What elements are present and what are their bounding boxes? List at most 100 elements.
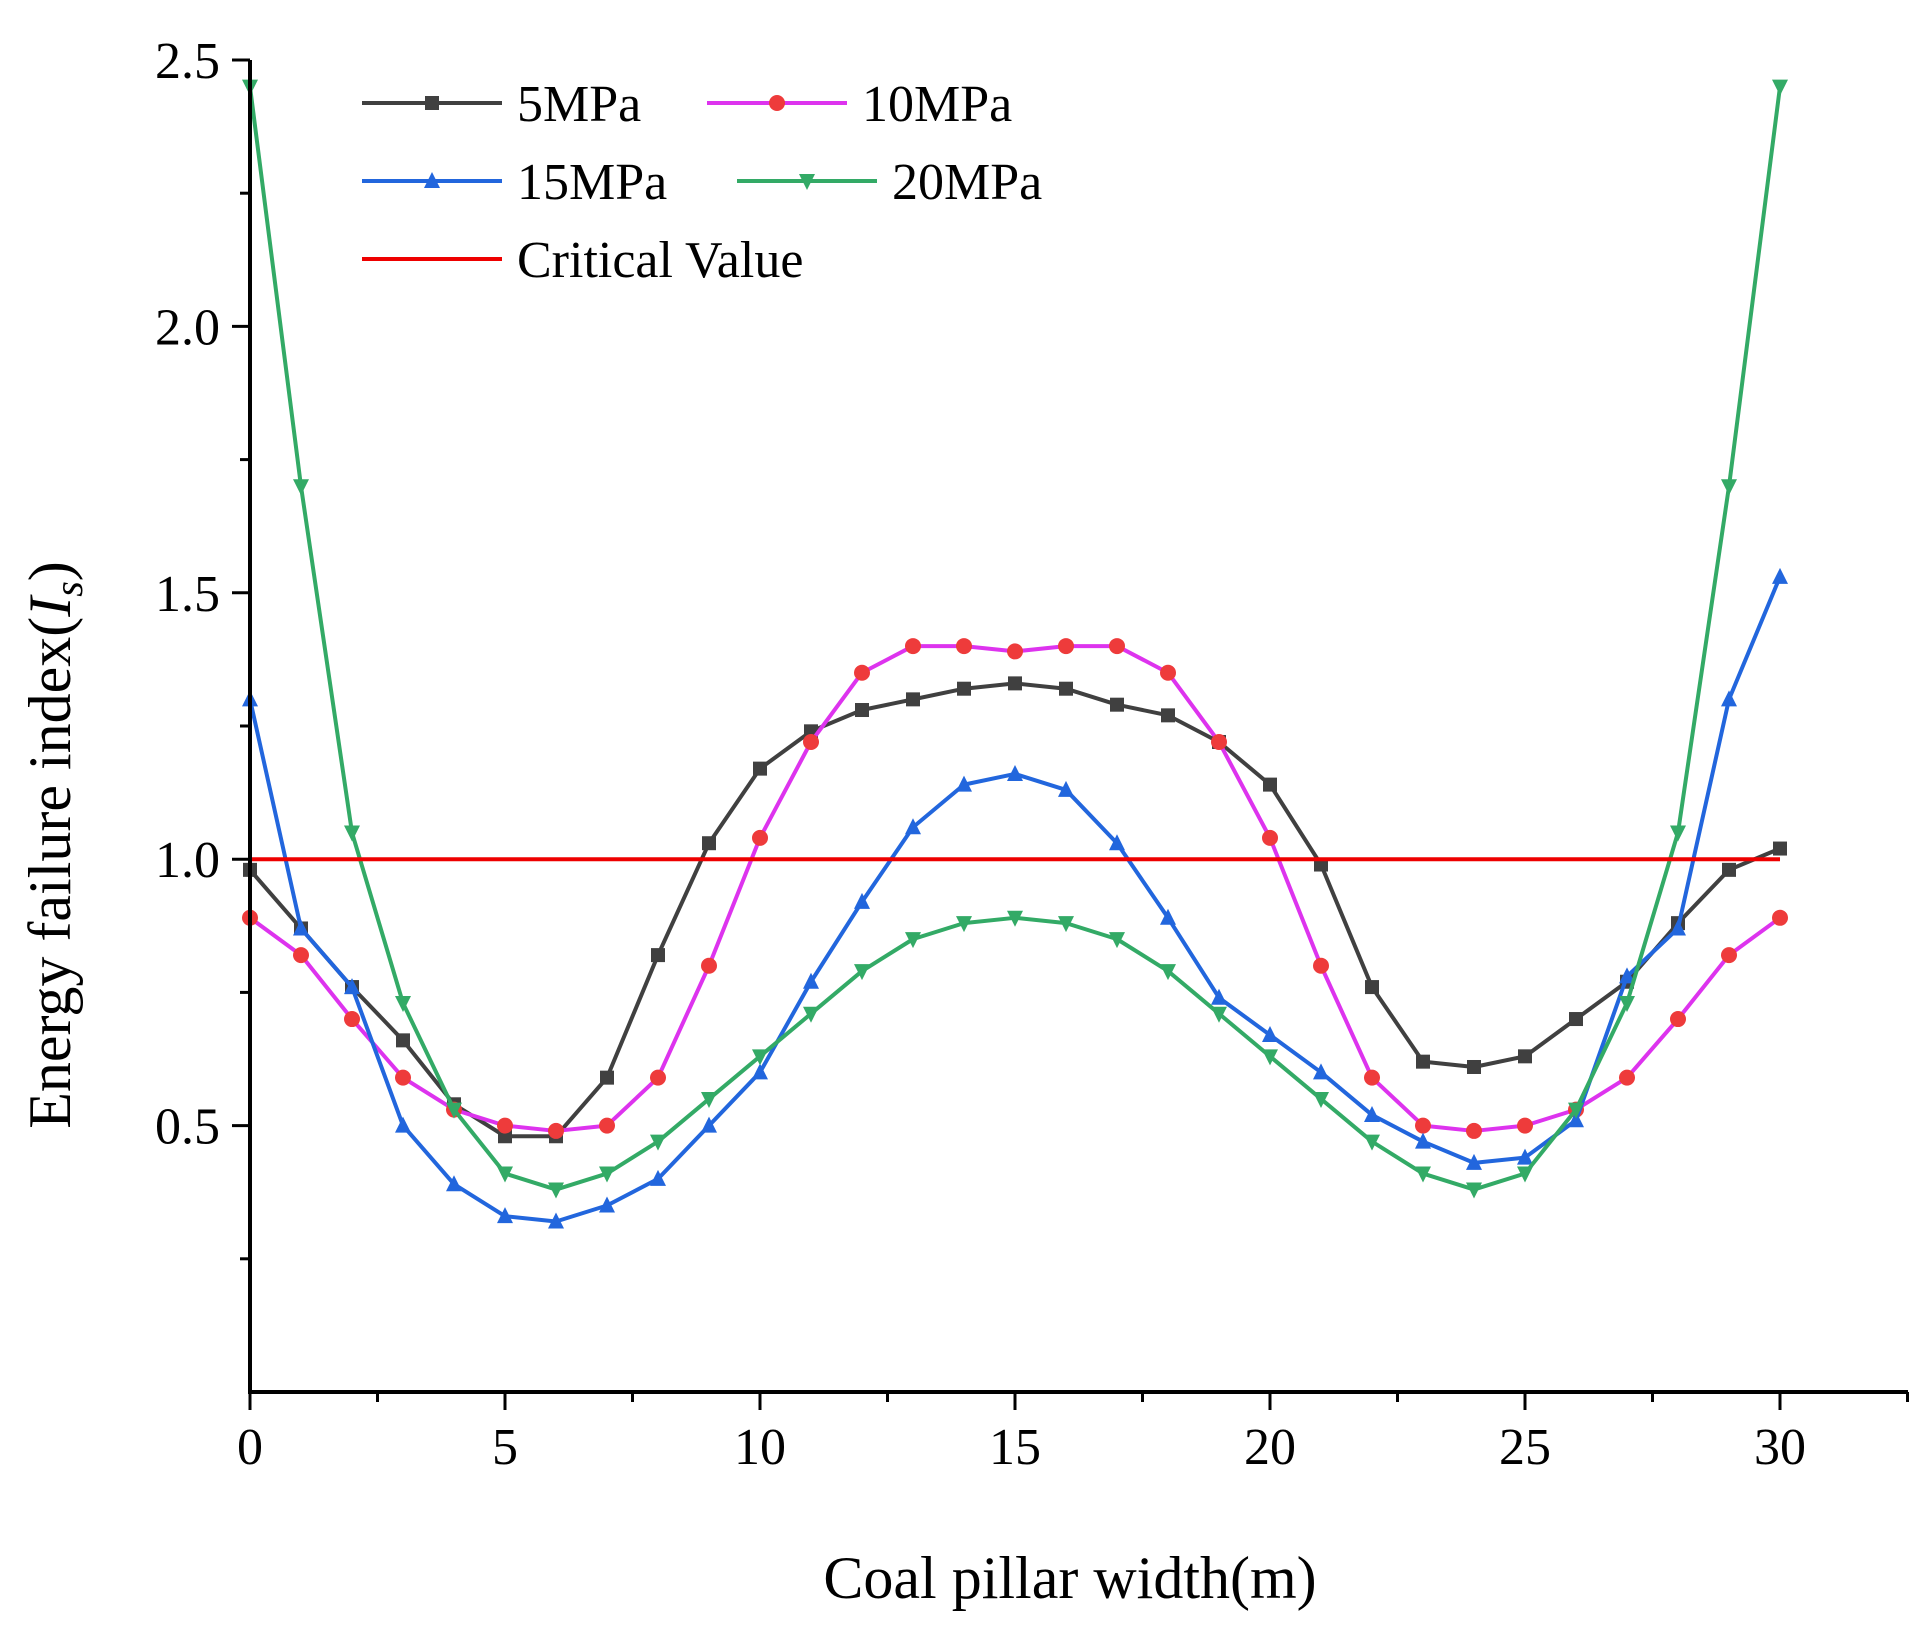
data-point xyxy=(1262,1049,1278,1066)
data-point xyxy=(1109,638,1125,655)
data-point xyxy=(854,964,870,981)
data-point xyxy=(1517,1148,1533,1165)
axes: 0 5 10 15 20 25 30 0.5 1.0 1.5 2.0 2.5 xyxy=(155,33,1909,1476)
y-axis-title-close: ) xyxy=(17,561,83,581)
y-tick-label: 2.5 xyxy=(155,33,220,90)
legend-item-5mpa: 5MPa xyxy=(362,76,641,133)
legend-label: 20MPa xyxy=(892,154,1042,211)
data-point xyxy=(753,761,767,776)
data-point xyxy=(395,1069,411,1086)
legend-marker xyxy=(799,174,815,190)
data-point xyxy=(1415,1117,1431,1134)
data-point xyxy=(1109,932,1125,949)
data-point xyxy=(854,892,870,909)
data-point xyxy=(957,681,971,696)
legend-item-critical-value: Critical Value xyxy=(362,232,803,289)
data-point xyxy=(1058,916,1074,933)
legend-label: 15MPa xyxy=(517,154,667,211)
series-line-10mpa xyxy=(248,644,1782,1133)
data-point xyxy=(1415,1132,1431,1149)
data-point xyxy=(1263,777,1277,792)
data-point xyxy=(1670,1011,1686,1028)
data-point xyxy=(1211,1006,1227,1023)
data-point xyxy=(1364,1105,1380,1122)
data-point xyxy=(803,733,819,750)
data-point xyxy=(548,1182,564,1199)
series-10mpa xyxy=(242,638,1788,1139)
data-point xyxy=(1619,1069,1635,1086)
data-point xyxy=(600,1070,614,1085)
series-line-5mpa xyxy=(248,681,1781,1139)
legend-marker xyxy=(425,96,439,110)
data-point xyxy=(1313,1091,1329,1108)
data-point xyxy=(1262,829,1278,846)
data-point xyxy=(956,638,972,655)
data-point xyxy=(1772,567,1788,584)
data-point xyxy=(293,479,309,496)
data-point xyxy=(1160,664,1176,681)
y-tick-label: 1.5 xyxy=(155,566,220,623)
legend-marker xyxy=(424,172,440,188)
data-point xyxy=(905,932,921,949)
data-point xyxy=(1160,964,1176,981)
data-point xyxy=(1109,834,1125,851)
data-point xyxy=(1211,733,1227,750)
data-point xyxy=(1262,1026,1278,1043)
data-point xyxy=(293,919,309,936)
data-point xyxy=(701,1091,717,1108)
data-point xyxy=(1517,1166,1533,1183)
series-line-20mpa xyxy=(248,86,1782,1192)
data-point xyxy=(956,775,972,792)
data-point xyxy=(396,1033,410,1048)
data-point xyxy=(752,1049,768,1066)
data-point xyxy=(344,978,360,995)
data-point xyxy=(395,996,411,1013)
data-point xyxy=(1364,1134,1380,1151)
x-tick-label: 5 xyxy=(492,1419,518,1476)
data-point xyxy=(1670,825,1686,842)
legend-label: Critical Value xyxy=(517,232,803,289)
data-point xyxy=(1008,676,1022,691)
data-point xyxy=(854,664,870,681)
legend-item-20mpa: 20MPa xyxy=(737,154,1042,211)
data-point xyxy=(548,1122,564,1139)
data-point xyxy=(1110,697,1124,712)
data-point xyxy=(1416,1054,1430,1069)
data-point xyxy=(293,947,309,964)
data-point xyxy=(803,1006,819,1023)
data-point xyxy=(1722,862,1736,877)
data-point xyxy=(497,1166,513,1183)
series-line-15mpa xyxy=(248,576,1782,1224)
data-point xyxy=(1466,1122,1482,1139)
plot-area xyxy=(242,79,1788,1229)
data-point xyxy=(1007,643,1023,660)
data-point xyxy=(1568,1111,1584,1128)
data-point xyxy=(1365,980,1379,995)
data-point xyxy=(599,1117,615,1134)
series-15mpa xyxy=(242,567,1788,1229)
y-tick-label: 1.0 xyxy=(155,832,220,889)
y-axis-title: Energy failure index(Is) xyxy=(17,561,91,1129)
data-point xyxy=(1466,1153,1482,1170)
data-point xyxy=(497,1207,513,1224)
legend-label: 5MPa xyxy=(517,76,641,133)
data-point xyxy=(1467,1059,1481,1074)
data-point xyxy=(752,1063,768,1080)
data-point xyxy=(1211,988,1227,1005)
x-tick-label: 10 xyxy=(734,1419,786,1476)
data-point xyxy=(497,1117,513,1134)
data-point xyxy=(1059,681,1073,696)
data-point xyxy=(906,692,920,707)
data-point xyxy=(855,703,869,718)
data-point xyxy=(650,1134,666,1151)
data-point xyxy=(599,1166,615,1183)
data-point xyxy=(446,1102,462,1119)
x-tick-label: 15 xyxy=(989,1419,1041,1476)
data-point xyxy=(1569,1012,1583,1027)
data-point xyxy=(344,825,360,842)
data-point xyxy=(650,1169,666,1186)
data-point xyxy=(599,1196,615,1213)
data-point xyxy=(1772,909,1788,926)
data-point xyxy=(1161,708,1175,723)
